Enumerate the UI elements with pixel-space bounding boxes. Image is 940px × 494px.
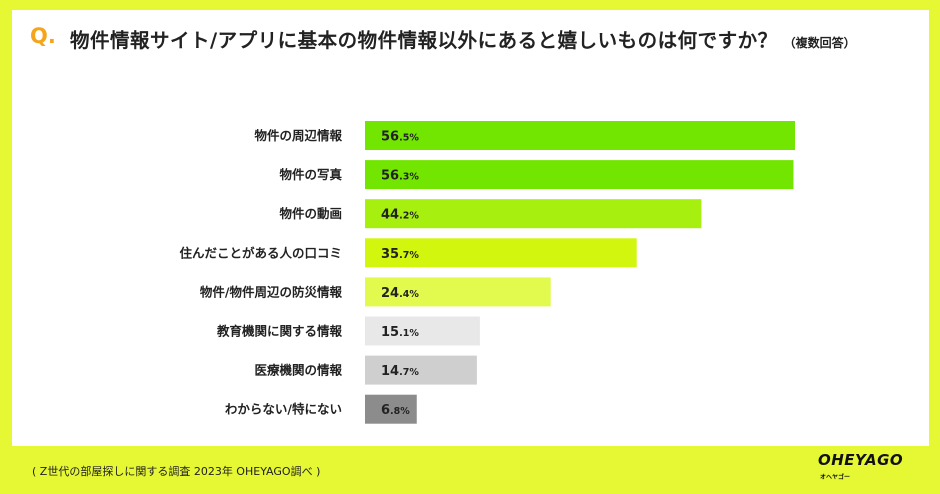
value-label-1: 56.5% <box>381 130 419 145</box>
value-label-7: 14.7% <box>381 364 419 379</box>
bar-2 <box>365 160 794 190</box>
logo-subtext: オヘヤゴー <box>820 474 851 481</box>
question-title: 物件情報サイト/アプリに基本の物件情報以外にあると嬉しいものは何ですか？ （複数回… <box>70 22 900 62</box>
category-label-1: 物件の周辺情報 <box>254 128 342 143</box>
bar-1 <box>365 121 795 150</box>
category-label-6: 教育機関に関する情報 <box>216 324 343 339</box>
source-note: ( Z世代の部屋探しに関する調査 2023年 OHEYAGO調べ ) <box>32 465 321 478</box>
category-label-4: 住んだことがある人の口コミ <box>179 245 342 260</box>
value-label-2: 56.3% <box>381 169 419 184</box>
question-mark: Q. <box>30 24 56 48</box>
question-text: 物件情報サイト/アプリに基本の物件情報以外にあると嬉しいものは何ですか？ <box>70 29 778 52</box>
value-label-8: 6.8% <box>381 403 410 418</box>
bar-6 <box>365 316 480 346</box>
oheyago-logo: OHEYAGO オヘヤゴー <box>818 451 908 487</box>
value-label-5: 24.4% <box>381 286 419 301</box>
bar-8 <box>365 394 417 424</box>
bar-7 <box>365 355 477 385</box>
category-label-8: わからない/特にない <box>225 402 342 417</box>
bar-4 <box>365 238 637 268</box>
bar-5 <box>365 277 551 307</box>
bar-3 <box>365 199 702 229</box>
value-label-4: 35.7% <box>381 247 419 262</box>
category-label-2: 物件の写真 <box>279 167 342 182</box>
value-label-3: 44.2% <box>381 208 419 223</box>
category-label-7: 医療機関の情報 <box>254 363 342 378</box>
question-note: （複数回答） <box>783 36 856 50</box>
category-label-5: 物件/物件周辺の防災情報 <box>200 284 343 299</box>
value-label-6: 15.1% <box>381 325 419 340</box>
category-label-3: 物件の動画 <box>279 206 342 221</box>
logo-wordmark: OHEYAGO <box>818 451 904 469</box>
